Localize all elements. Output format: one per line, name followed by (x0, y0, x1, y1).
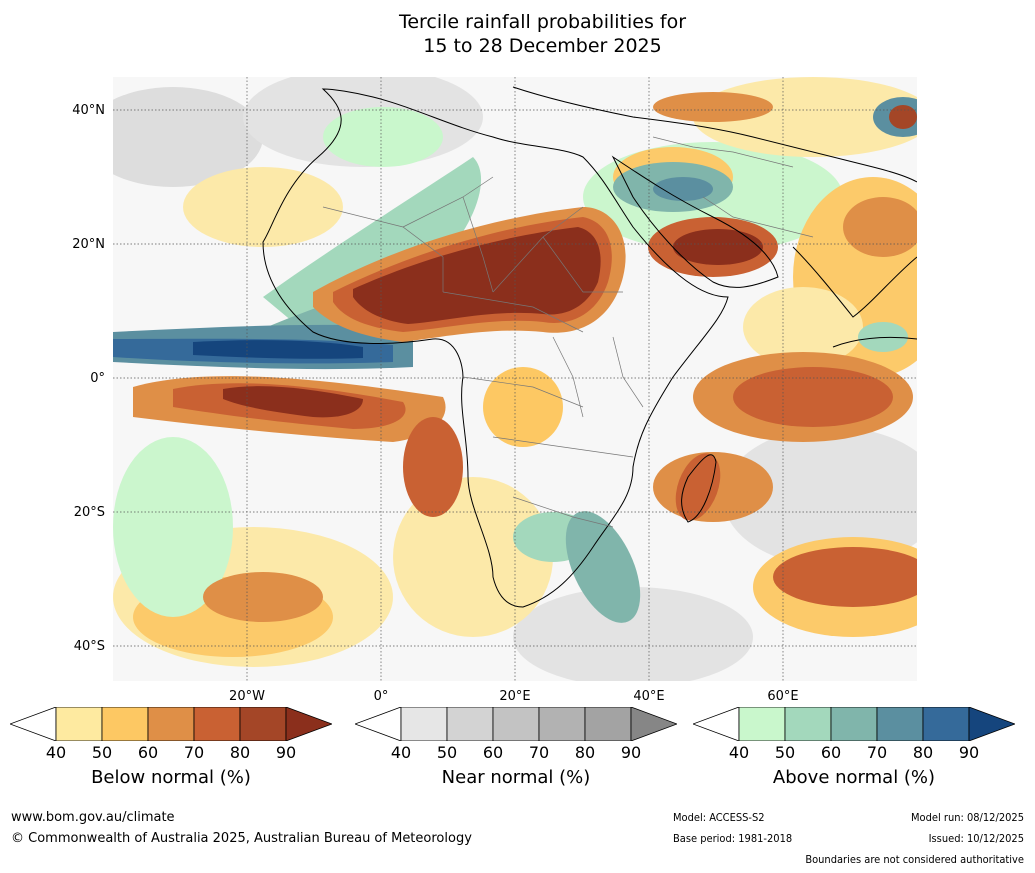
colorbar-tick-label: 90 (275, 743, 297, 762)
colorbar-block (492, 706, 540, 742)
colorbar-upper-extension (285, 706, 334, 742)
colorbar-tick-label: 80 (912, 743, 934, 762)
footer-copyright: © Commonwealth of Australia 2025, Austra… (11, 831, 472, 846)
colorbar-below-label: Below normal (%) (91, 767, 251, 788)
lon-label-0: 0° (373, 689, 389, 704)
colorbar-near-label: Near normal (%) (441, 767, 591, 788)
colorbar-block (784, 706, 832, 742)
colorbar-near-normal (353, 706, 679, 742)
footer-model: Model: ACCESS-S2 (673, 811, 765, 824)
colorbar-block (239, 706, 287, 742)
colorbar-tick-label: 50 (91, 743, 113, 762)
colorbar-tick-label: 60 (137, 743, 159, 762)
colorbar-lower-extension (8, 706, 57, 742)
lon-label-20w: 20°W (229, 689, 265, 704)
coastlines (262, 86, 917, 608)
colorbar-tick-label: 60 (820, 743, 842, 762)
colorbar-tick-label: 60 (482, 743, 504, 762)
colorbar-block (193, 706, 241, 742)
lon-label-40e: 40°E (633, 689, 665, 704)
colorbar-upper-extension (630, 706, 679, 742)
colorbar-lower-extension (353, 706, 402, 742)
colorbar-block (922, 706, 970, 742)
colorbar-block (55, 706, 103, 742)
colorbar-tick-label: 40 (45, 743, 67, 762)
lon-label-60e: 60°E (767, 689, 799, 704)
colorbar-above-normal (691, 706, 1017, 742)
footer-issued: Issued: 10/12/2025 (928, 832, 1024, 845)
colorbar-block (147, 706, 195, 742)
colorbar-tick-label: 50 (436, 743, 458, 762)
colorbar-block (738, 706, 786, 742)
colorbar-block (876, 706, 924, 742)
colorbar-block (400, 706, 448, 742)
colorbar-block (830, 706, 878, 742)
colorbar-lower-extension (691, 706, 740, 742)
colorbar-block (101, 706, 149, 742)
country-borders (322, 136, 814, 528)
map-graticule (113, 77, 917, 681)
lat-label-0: 0° (90, 371, 105, 386)
colorbar-tick-label: 80 (229, 743, 251, 762)
colorbar-tick-label: 70 (528, 743, 550, 762)
rainfall-probability-map (113, 77, 917, 681)
colorbar-below-normal (8, 706, 334, 742)
colorbar-block (446, 706, 494, 742)
colorbar-upper-extension (968, 706, 1017, 742)
lat-label-40s: 40°S (73, 639, 105, 654)
map-title-line1: Tercile rainfall probabilities for (398, 11, 687, 33)
colorbar-tick-label: 70 (866, 743, 888, 762)
below-normal-regions (133, 92, 917, 622)
colorbar-tick-label: 40 (390, 743, 412, 762)
footer-website: www.bom.gov.au/climate (11, 810, 175, 825)
lon-label-20e: 20°E (499, 689, 531, 704)
colorbar-tick-label: 50 (774, 743, 796, 762)
map-title-line2: 15 to 28 December 2025 (423, 35, 662, 57)
colorbar-above-label: Above normal (%) (772, 767, 936, 788)
footer-base-period: Base period: 1981-2018 (673, 832, 793, 845)
colorbar-block (584, 706, 632, 742)
colorbar-tick-label: 90 (958, 743, 980, 762)
footer-disclaimer: Boundaries are not considered authoritat… (805, 853, 1024, 866)
colorbar-tick-label: 80 (574, 743, 596, 762)
lat-label-20s: 20°S (73, 505, 105, 520)
colorbar-block (538, 706, 586, 742)
colorbar-tick-label: 90 (620, 743, 642, 762)
footer-model-run: Model run: 08/12/2025 (911, 811, 1024, 824)
lat-label-20n: 20°N (72, 237, 105, 252)
colorbar-tick-label: 40 (728, 743, 750, 762)
lat-label-40n: 40°N (72, 103, 105, 118)
colorbar-tick-label: 70 (183, 743, 205, 762)
